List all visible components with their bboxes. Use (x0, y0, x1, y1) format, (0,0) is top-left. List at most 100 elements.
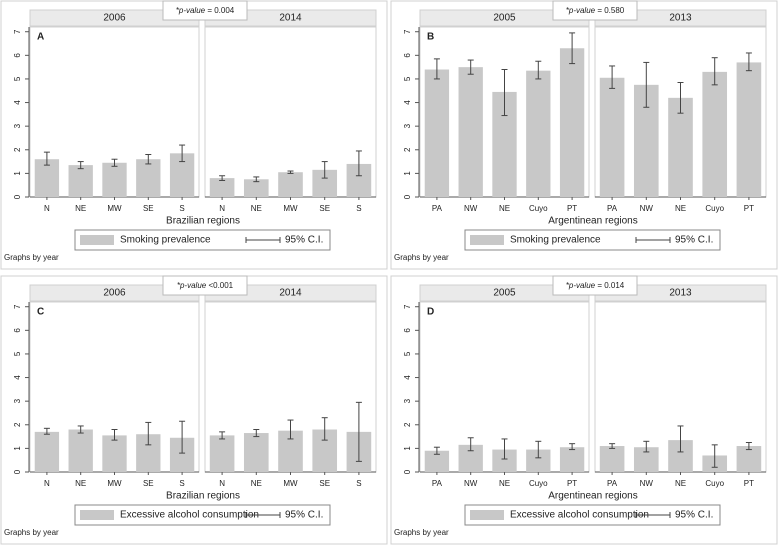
bar (599, 446, 625, 472)
bar (278, 172, 303, 197)
y-tick-label: 3 (403, 398, 412, 403)
y-tick-label: 5 (403, 76, 412, 81)
legend-box (74, 504, 331, 526)
x-tick-label: NE (675, 479, 686, 488)
x-tick-label: NE (75, 479, 86, 488)
x-tick-label: PT (567, 479, 577, 488)
annotation-box (552, 0, 638, 21)
legend-label: Smoking prevalence (120, 235, 211, 246)
annotation-italic: *p-value (566, 6, 596, 15)
y-tick-label: 5 (13, 76, 22, 81)
panel-title: 2005 (493, 13, 516, 24)
panel-label: A (37, 32, 44, 43)
bar (34, 431, 60, 472)
panel-title: 2014 (279, 288, 302, 299)
note: Graphs by year (4, 253, 59, 262)
annotation-box (162, 275, 248, 296)
x-tick-label: N (44, 204, 50, 213)
legend-swatch (80, 235, 114, 245)
x-tick-label: NW (464, 204, 478, 213)
x-axis-title: Argentinean regions (548, 491, 638, 502)
legend-label: 95% C.I. (285, 510, 323, 521)
legend-label: Excessive alcohol consumption (510, 510, 649, 521)
y-tick-label: 2 (13, 147, 22, 152)
chart-panel: 0 1 2 3 4 5 6 7 2006 N NE MW SE S 2014 N NE MW SE S A Brazili… (0, 0, 388, 270)
x-tick-label: S (356, 479, 361, 488)
y-tick-label: 1 (403, 446, 412, 451)
y-tick-label: 1 (403, 171, 412, 176)
x-tick-label: NE (251, 479, 262, 488)
y-tick-label: 4 (403, 100, 412, 105)
annotation-italic: *p-value (177, 281, 207, 290)
x-tick-label: S (179, 479, 184, 488)
x-tick-label: MW (107, 479, 122, 488)
x-tick-label: PA (432, 204, 443, 213)
bar (68, 165, 93, 197)
bar (702, 71, 728, 197)
chart-panel: 0 1 2 3 4 5 6 7 2006 N NE MW SE S 2014 N NE MW SE S C Brazili… (0, 275, 388, 545)
y-tick-label: 4 (13, 100, 22, 105)
annotation-rest: = 0.004 (205, 6, 235, 15)
panel-title: 2005 (493, 288, 516, 299)
bar (736, 62, 762, 197)
bar (424, 69, 450, 197)
legend-label: 95% C.I. (675, 235, 713, 246)
panel-title: 2006 (103, 288, 126, 299)
x-tick-label: NE (499, 479, 510, 488)
x-tick-label: NE (675, 204, 686, 213)
x-tick-label: PA (607, 479, 618, 488)
x-tick-label: N (219, 204, 225, 213)
y-tick-label: 2 (403, 422, 412, 427)
y-tick-label: 0 (403, 194, 412, 199)
y-tick-label: 3 (13, 123, 22, 128)
legend-swatch (470, 510, 504, 520)
bar (668, 97, 693, 197)
note: Graphs by year (394, 528, 449, 537)
y-tick-label: 0 (13, 194, 22, 199)
panel-label: B (427, 32, 434, 43)
y-tick-label: 5 (403, 351, 412, 356)
x-tick-label: NW (640, 204, 654, 213)
x-tick-label: Cuyo (705, 204, 724, 213)
x-axis-title: Brazilian regions (166, 216, 240, 227)
panel-title: 2013 (669, 13, 692, 24)
x-tick-label: SE (143, 204, 154, 213)
annotation: *p-value = 0.004 (176, 6, 235, 15)
x-tick-label: S (356, 204, 361, 213)
y-tick-label: 1 (13, 171, 22, 176)
legend-box (464, 229, 721, 251)
bar (559, 48, 585, 197)
chart-panel: 0 1 2 3 4 5 6 7 2005 PA NW NE Cuyo PT 2013 PA NW NE Cuyo PT… (390, 275, 778, 545)
bar (458, 67, 483, 197)
bar (209, 435, 235, 472)
annotation: *p-value <0.001 (177, 281, 234, 290)
x-tick-label: PT (744, 479, 754, 488)
x-tick-label: MW (283, 204, 298, 213)
y-tick-label: 7 (403, 304, 412, 309)
bar (526, 449, 551, 472)
annotation-italic: *p-value (176, 6, 206, 15)
legend-label: 95% C.I. (675, 510, 713, 521)
x-tick-label: NE (75, 204, 86, 213)
x-axis-title: Argentinean regions (548, 216, 638, 227)
annotation-box (162, 0, 248, 21)
y-tick-label: 3 (403, 123, 412, 128)
annotation: *p-value = 0.580 (566, 6, 625, 15)
y-tick-label: 7 (403, 29, 412, 34)
bar (68, 429, 93, 472)
panel-label: C (37, 307, 44, 318)
x-tick-label: NW (640, 479, 654, 488)
legend-swatch (470, 235, 504, 245)
annotation-rest: <0.001 (206, 281, 233, 290)
x-tick-label: N (44, 479, 50, 488)
y-tick-label: 4 (403, 375, 412, 380)
x-tick-label: NE (499, 204, 510, 213)
x-tick-label: SE (319, 204, 330, 213)
annotation-rest: = 0.580 (595, 6, 625, 15)
x-tick-label: MW (107, 204, 122, 213)
x-tick-label: SE (143, 479, 154, 488)
note: Graphs by year (4, 528, 59, 537)
x-tick-label: S (179, 204, 184, 213)
x-tick-label: PT (567, 204, 577, 213)
y-tick-label: 5 (13, 351, 22, 356)
